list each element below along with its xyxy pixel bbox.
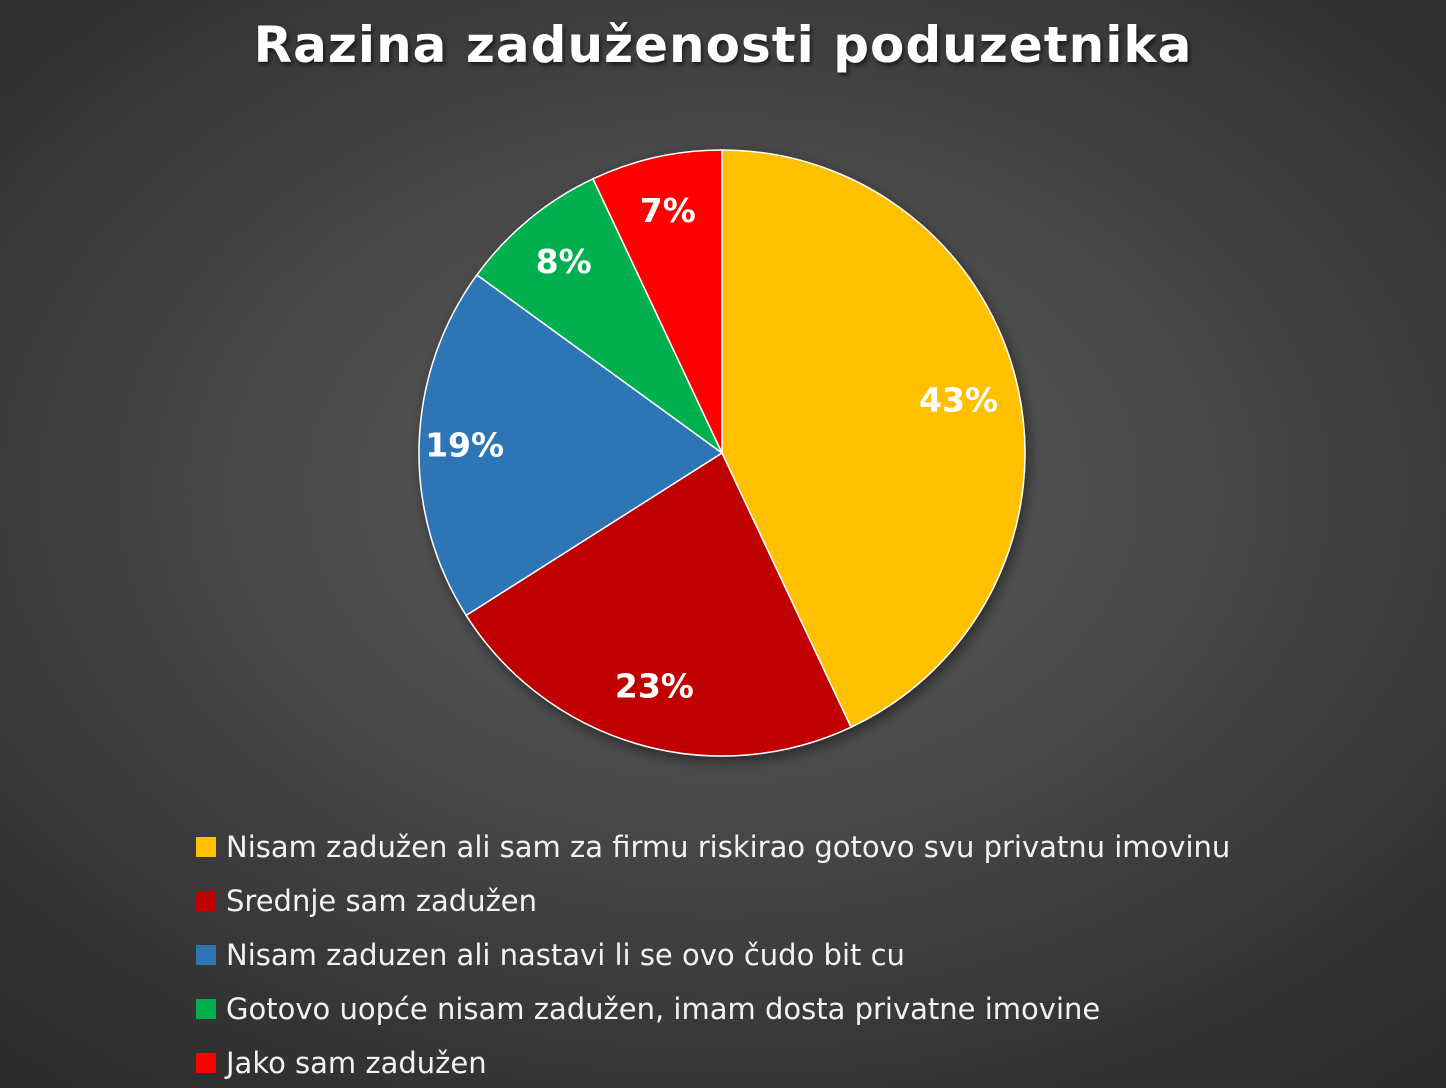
legend-label: Srednje sam zadužen bbox=[226, 884, 538, 918]
slice-data-label-2: 23% bbox=[615, 666, 694, 705]
pie-slice-4 bbox=[475, 177, 723, 454]
pie-slice-1 bbox=[721, 149, 1026, 729]
chart-legend: Nisam zadužen ali sam za firmu riskirao … bbox=[196, 820, 1316, 1088]
legend-swatch bbox=[196, 837, 216, 857]
legend-label: Nisam zadužen ali sam za firmu riskirao … bbox=[226, 830, 1231, 864]
chart-title: Razina zaduženosti poduzetnika bbox=[253, 16, 1193, 74]
pie-slices bbox=[418, 149, 1026, 757]
legend-item-4: Gotovo uopće nisam zadužen, imam dosta p… bbox=[196, 982, 1316, 1036]
pie-slice-3 bbox=[418, 273, 724, 617]
slice-data-label-3: 19% bbox=[425, 425, 504, 464]
legend-swatch bbox=[196, 999, 216, 1019]
pie-slice-5 bbox=[591, 149, 723, 454]
legend-item-3: Nisam zaduzen ali nastavi li se ovo čudo… bbox=[196, 928, 1316, 982]
legend-label: Nisam zaduzen ali nastavi li se ovo čudo… bbox=[226, 938, 905, 972]
legend-label: Jako sam zadužen bbox=[226, 1046, 487, 1080]
slice-data-label-4: 8% bbox=[536, 242, 592, 281]
legend-swatch bbox=[196, 1053, 216, 1073]
legend-label: Gotovo uopće nisam zadužen, imam dosta p… bbox=[226, 992, 1101, 1026]
slice-data-label-5: 7% bbox=[640, 191, 696, 230]
pie-chart: 43% 23% 19% 8% 7% bbox=[418, 149, 1026, 757]
legend-item-5: Jako sam zadužen bbox=[196, 1036, 1316, 1088]
legend-item-2: Srednje sam zadužen bbox=[196, 874, 1316, 928]
pie-slice-2 bbox=[465, 451, 853, 757]
legend-item-1: Nisam zadužen ali sam za firmu riskirao … bbox=[196, 820, 1316, 874]
legend-swatch bbox=[196, 945, 216, 965]
legend-swatch bbox=[196, 891, 216, 911]
slice-data-label-1: 43% bbox=[919, 381, 998, 420]
